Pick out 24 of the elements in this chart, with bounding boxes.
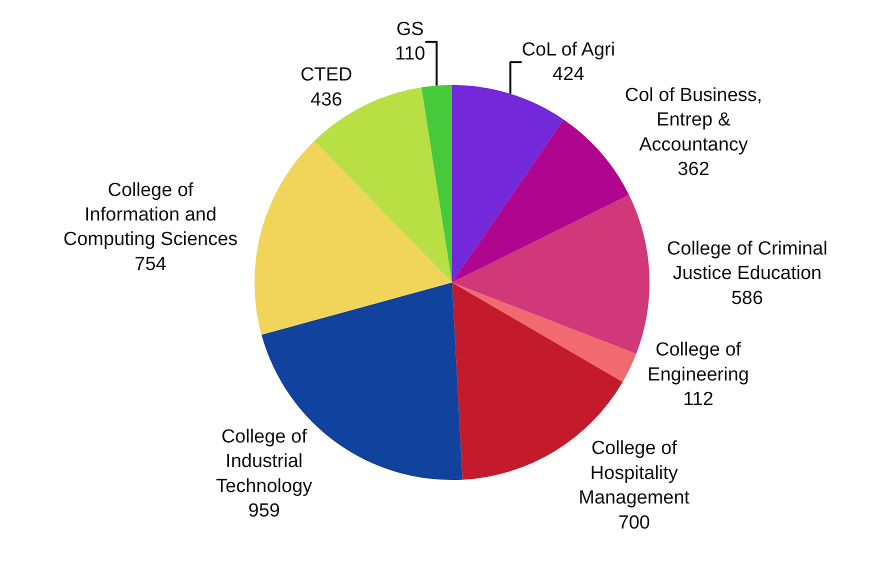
pie-slice xyxy=(452,85,564,282)
pie-slice xyxy=(254,141,452,335)
data-label: 959 xyxy=(248,500,280,522)
slice-label: Col of Business, Entrep & Accountancy xyxy=(624,84,762,156)
data-label: 436 xyxy=(310,89,342,110)
slice-label: College of Industrial Technology xyxy=(216,426,313,497)
slice-label: College of Hospitality Management xyxy=(578,438,690,509)
slice-label: GS xyxy=(396,19,424,40)
pie-slice xyxy=(452,119,630,282)
data-label: 110 xyxy=(394,44,426,65)
slice-label: College of Engineering xyxy=(648,340,749,386)
slice-label: CTED xyxy=(300,64,352,86)
pie-slice xyxy=(452,194,650,354)
data-label: 362 xyxy=(678,159,710,180)
data-label: 700 xyxy=(618,512,650,534)
pie-slice xyxy=(421,85,452,282)
data-label: 112 xyxy=(683,388,714,410)
data-label: 754 xyxy=(134,254,167,275)
slice-label: College of Information and Computing Sciences xyxy=(63,180,238,250)
slice-label: College of Criminal Justice Education xyxy=(666,238,828,284)
pie-slice xyxy=(452,282,636,382)
data-label: 586 xyxy=(731,288,764,309)
data-label: 424 xyxy=(552,64,585,85)
slice-label: CoL of Agri xyxy=(522,39,616,60)
